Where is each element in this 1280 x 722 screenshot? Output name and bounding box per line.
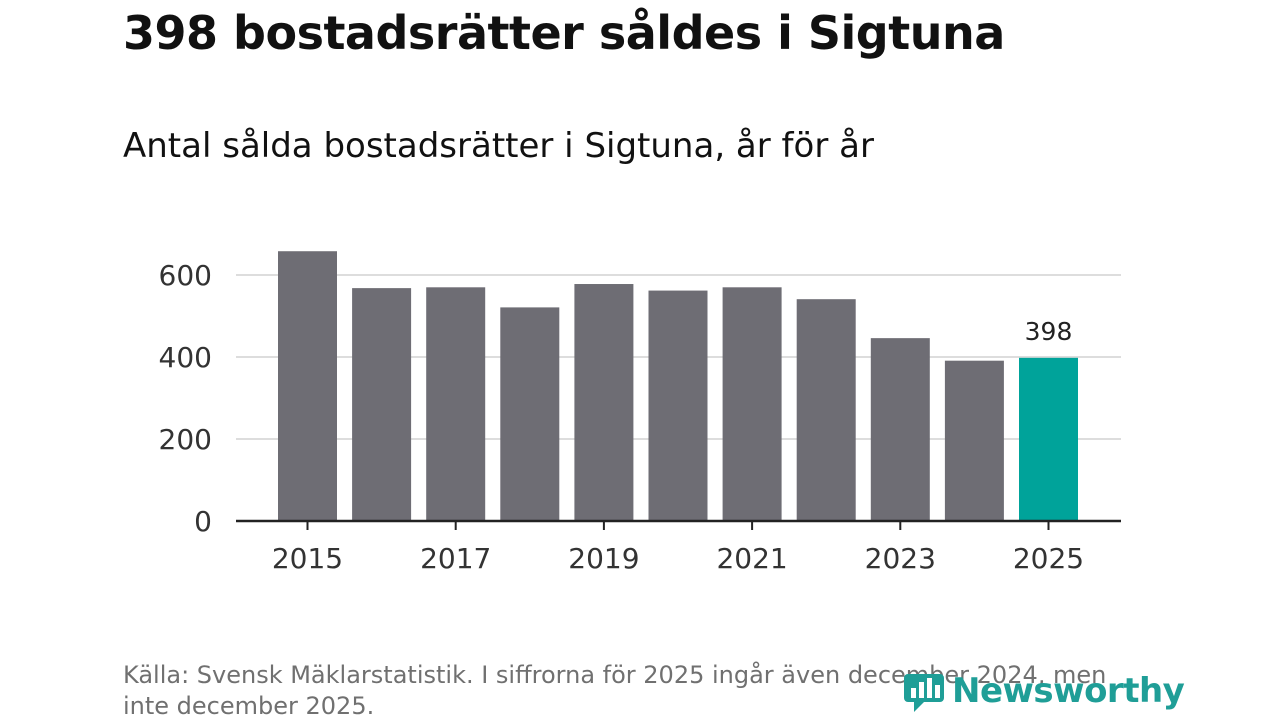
- x-tick-label: 2023: [865, 542, 936, 575]
- y-tick-label: 600: [159, 259, 212, 292]
- x-tick-label: 2017: [420, 542, 491, 575]
- logo-chart-icon: [904, 674, 944, 712]
- newsworthy-logo: Newsworthy: [902, 668, 1185, 714]
- logo-text: Newsworthy: [952, 671, 1185, 711]
- bar-2019: [574, 284, 634, 521]
- x-tick-label: 2019: [568, 542, 639, 575]
- y-tick-label: 200: [159, 423, 212, 456]
- bar-2025: [1019, 357, 1078, 521]
- bar-2016: [352, 288, 412, 521]
- y-tick-label: 400: [159, 341, 212, 374]
- axes: [236, 519, 1121, 530]
- bar-2022: [796, 299, 856, 521]
- chart-title: 398 bostadsrätter såldes i Sigtuna: [123, 6, 1005, 60]
- bar-2024: [944, 360, 1004, 521]
- bar-2018: [500, 307, 560, 521]
- chart-subtitle: Antal sålda bostadsrätter i Sigtuna, år …: [123, 126, 874, 166]
- bar-2023: [870, 338, 930, 521]
- bar-2021: [722, 287, 782, 521]
- bar-2020: [648, 290, 708, 521]
- x-tick-label: 2015: [272, 542, 343, 575]
- bar-2017: [426, 287, 486, 521]
- data-label-2025: 398: [1025, 317, 1073, 346]
- y-tick-label: 0: [194, 505, 212, 538]
- bars: [278, 251, 1078, 521]
- bar-2015: [278, 251, 337, 521]
- x-tick-label: 2021: [716, 542, 787, 575]
- x-tick-label: 2025: [1013, 542, 1084, 575]
- labels: 0 200 400 600 398 2015 2017 2019 2021 2023 2025: [159, 259, 1085, 575]
